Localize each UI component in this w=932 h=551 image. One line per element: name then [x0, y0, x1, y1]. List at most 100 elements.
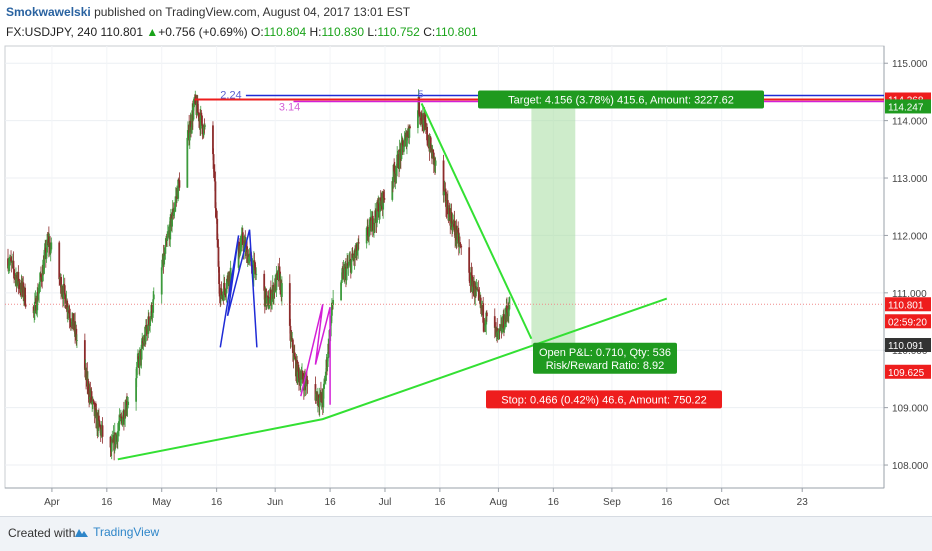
high-label: H:	[309, 25, 322, 39]
last-price: 110.801	[100, 25, 144, 39]
support-trendline[interactable]	[117, 297, 668, 461]
candle-body	[460, 245, 463, 248]
tradingview-logo-icon[interactable]: TradingView	[72, 525, 159, 539]
candle-body	[68, 312, 71, 319]
candle-body	[93, 401, 95, 404]
candle-body	[398, 149, 401, 169]
candle-body	[74, 321, 76, 334]
x-tick-label: Aug	[490, 497, 508, 508]
x-tick-label: Jul	[379, 497, 392, 508]
chart-annotations[interactable]: 2.24 3.14 5 Target: 4.156 (3.78%) 415.6, Am…	[220, 89, 764, 409]
candle-body	[444, 189, 447, 192]
candle-body	[216, 218, 219, 240]
publish-line: Smokwawelski published on TradingView.co…	[6, 5, 410, 19]
candle-body	[97, 415, 100, 421]
candle-body	[72, 313, 75, 329]
x-tick-label: Jun	[267, 497, 283, 508]
candle-body	[22, 297, 25, 299]
candle-body	[368, 228, 371, 236]
candle-body	[371, 215, 374, 232]
up-arrow-icon: ▲	[146, 25, 159, 39]
candle-body	[193, 98, 195, 108]
candle-body	[417, 110, 419, 128]
candle-body	[265, 288, 267, 306]
candle-body	[448, 208, 451, 214]
magenta-pattern-line[interactable]	[300, 304, 331, 405]
candle-body	[152, 294, 155, 300]
author-link[interactable]: Smokwawelski	[6, 5, 91, 19]
price-chart[interactable]: 115.000 114.000 113.000 112.000 111.000 110.0…	[0, 44, 932, 516]
target-badge-box[interactable]	[478, 90, 764, 109]
candle-body	[468, 272, 471, 283]
symbol-label: FX:USDJPY, 240	[6, 25, 98, 39]
candle-body	[330, 315, 333, 322]
candle-body	[263, 273, 266, 291]
candle-body	[177, 179, 180, 199]
candle-body	[382, 192, 385, 198]
candle-body	[347, 265, 350, 267]
candle-body	[448, 208, 450, 221]
candle-body	[38, 281, 41, 289]
candle-body	[245, 245, 248, 247]
candle-body	[459, 242, 461, 244]
stop-badge-box[interactable]	[486, 390, 722, 409]
candle-body	[496, 328, 499, 333]
candle-body	[503, 327, 506, 330]
candle-body	[8, 261, 11, 265]
candle-body	[277, 266, 280, 280]
candle-body	[321, 393, 324, 403]
candle-body	[504, 315, 507, 328]
candle-body	[175, 196, 178, 198]
candle-body	[280, 283, 283, 297]
candle-body	[45, 252, 48, 259]
candle-body	[215, 208, 217, 211]
candle-body	[434, 160, 437, 166]
candle-body	[289, 325, 292, 341]
candle-body	[482, 322, 485, 324]
pnl-badge-box[interactable]	[533, 342, 677, 374]
candle-body	[149, 319, 152, 327]
x-tick-label: 23	[797, 497, 809, 508]
chart-grid	[4, 45, 885, 489]
candle-body	[137, 356, 139, 362]
candle-body	[484, 325, 486, 327]
x-tick-label: 16	[548, 497, 560, 508]
candle-body	[476, 288, 478, 290]
candle-body	[212, 154, 215, 169]
candle-body	[379, 197, 382, 201]
candle-body	[50, 242, 53, 250]
candle-body	[40, 273, 42, 278]
candle-body	[327, 343, 330, 359]
candle-body	[248, 257, 250, 264]
candle-body	[24, 305, 27, 307]
target-zone[interactable]	[531, 99, 576, 346]
candle-body	[296, 364, 299, 383]
candle-body	[90, 391, 93, 403]
chart-header: Smokwawelski published on TradingView.co…	[0, 0, 932, 44]
candle-body	[169, 217, 172, 240]
candle-body	[68, 310, 70, 313]
candle-body	[138, 352, 141, 368]
candle-body	[298, 371, 300, 383]
candle-body	[173, 207, 176, 212]
candle-body	[166, 234, 169, 239]
candle-body	[142, 342, 145, 345]
candle-body	[24, 287, 26, 306]
candle-body	[192, 107, 195, 120]
blue-pattern-line[interactable]	[219, 229, 258, 348]
x-tick-label: Apr	[44, 497, 60, 508]
candle-body	[340, 280, 343, 283]
candle-body	[164, 245, 167, 254]
candle-body	[240, 234, 243, 245]
candle-body	[254, 262, 256, 271]
x-tick-label: 16	[101, 497, 113, 508]
candle-body	[94, 408, 97, 411]
candle-body	[165, 239, 167, 246]
downtrend-line[interactable]	[420, 102, 533, 340]
candle-body	[268, 298, 271, 306]
candle-body	[135, 367, 138, 379]
low-value: 110.752	[377, 25, 420, 39]
candle-body	[87, 381, 90, 395]
candle-body	[204, 125, 206, 127]
candle-body	[224, 288, 227, 294]
